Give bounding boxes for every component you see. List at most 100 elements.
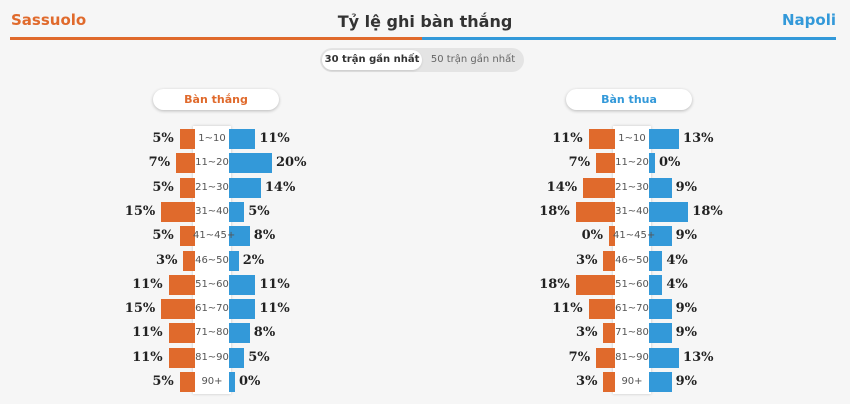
scored-away-bar xyxy=(229,153,272,173)
scored-home-bar xyxy=(168,275,195,295)
scored-home-value: 5% xyxy=(152,131,174,146)
scored-home-value: 7% xyxy=(148,155,171,170)
scored-home-bar xyxy=(179,226,195,246)
scored-range-label: 71~80 xyxy=(195,327,229,338)
conceded-home-bar xyxy=(588,129,615,149)
conceded-away-bar xyxy=(649,153,655,173)
scored-home-value: 11% xyxy=(132,325,163,340)
scored-range-label: 46~50 xyxy=(195,255,229,266)
conceded-home-value: 18% xyxy=(539,277,570,292)
conceded-away-bar xyxy=(649,226,672,246)
conceded-away-bar xyxy=(649,372,672,392)
scored-away-value: 0% xyxy=(239,374,261,389)
scored-home-bar xyxy=(168,348,195,368)
scored-away-bar xyxy=(229,372,235,392)
scored-away-bar xyxy=(229,299,256,319)
scored-home-value: 5% xyxy=(152,228,174,243)
scored-away-value: 5% xyxy=(248,204,270,219)
conceded-range-label: 31~40 xyxy=(615,206,649,217)
home-team-name[interactable]: Sassuolo xyxy=(11,11,87,29)
conceded-range-label: 41~45+ xyxy=(613,230,656,241)
conceded-home-value: 3% xyxy=(576,253,598,268)
scored-range-label: 51~60 xyxy=(195,279,229,290)
page-title: Tỷ lệ ghi bàn thắng xyxy=(337,12,513,31)
conceded-home-bar xyxy=(575,275,615,295)
scored-home-value: 15% xyxy=(124,301,156,316)
scored-range-label: 31~40 xyxy=(195,206,229,217)
scored-home-bar xyxy=(183,251,195,271)
toggle-50-matches[interactable]: 50 trận gần nhất xyxy=(430,54,516,65)
conceded-range-label: 71~80 xyxy=(615,327,649,338)
scored-range-column xyxy=(193,126,231,394)
conceded-range-label: 61~70 xyxy=(615,303,649,314)
conceded-home-value: 7% xyxy=(568,350,591,365)
conceded-range-label: 21~30 xyxy=(615,182,649,193)
conceded-away-value: 18% xyxy=(692,204,723,219)
conceded-home-value: 3% xyxy=(576,374,598,389)
conceded-away-value: 4% xyxy=(666,253,688,268)
scored-home-value: 15% xyxy=(124,204,156,219)
scored-range-label: 11~20 xyxy=(195,157,229,168)
scored-home-bar xyxy=(161,299,195,319)
conceded-away-value: 13% xyxy=(683,131,714,146)
conceded-range-label: 1~10 xyxy=(618,133,646,144)
scored-range-label: 81~90 xyxy=(195,352,229,363)
scored-home-value: 5% xyxy=(152,180,174,195)
goals-conceded-label: Bàn thua xyxy=(566,89,692,110)
scored-away-value: 5% xyxy=(248,350,270,365)
conceded-away-value: 9% xyxy=(675,228,698,243)
scored-home-value: 3% xyxy=(156,253,178,268)
scored-away-value: 11% xyxy=(259,277,290,292)
scored-away-bar xyxy=(229,251,239,271)
scored-home-bar xyxy=(179,178,195,198)
conceded-away-bar xyxy=(649,323,672,343)
conceded-range-label: 81~90 xyxy=(615,352,649,363)
scored-away-value: 14% xyxy=(264,180,296,195)
conceded-home-bar xyxy=(603,323,615,343)
scored-range-label: 41~45+ xyxy=(193,230,236,241)
scored-away-bar xyxy=(229,178,261,198)
conceded-home-value: 7% xyxy=(568,155,591,170)
toggle-30-matches[interactable]: 30 trận gần nhất xyxy=(322,50,422,70)
conceded-away-bar xyxy=(649,251,663,271)
conceded-range-label: 90+ xyxy=(621,376,643,387)
scored-home-bar xyxy=(168,323,195,343)
scored-away-value: 8% xyxy=(253,325,276,340)
home-color-line xyxy=(10,37,422,40)
conceded-away-value: 0% xyxy=(659,155,681,170)
conceded-away-bar xyxy=(649,178,672,198)
scored-away-value: 8% xyxy=(253,228,276,243)
conceded-home-bar xyxy=(609,226,615,246)
away-team-name[interactable]: Napoli xyxy=(781,11,836,29)
away-color-line xyxy=(422,37,836,40)
scored-home-value: 11% xyxy=(132,277,163,292)
match-count-toggle: 30 trận gần nhất 50 trận gần nhất xyxy=(320,48,524,72)
conceded-home-value: 0% xyxy=(581,228,603,243)
conceded-range-label: 11~20 xyxy=(615,157,649,168)
conceded-home-bar xyxy=(588,299,615,319)
conceded-home-bar xyxy=(603,251,615,271)
conceded-away-bar xyxy=(649,275,663,295)
conceded-away-bar xyxy=(649,129,680,149)
conceded-home-bar xyxy=(603,372,615,392)
conceded-range-column xyxy=(613,126,651,394)
scored-home-value: 11% xyxy=(132,350,163,365)
scored-away-value: 11% xyxy=(259,131,290,146)
conceded-away-value: 9% xyxy=(675,180,698,195)
conceded-home-value: 11% xyxy=(552,131,583,146)
scored-away-value: 2% xyxy=(242,253,265,268)
scored-range-label: 21~30 xyxy=(195,182,229,193)
scored-home-bar xyxy=(179,129,195,149)
scored-away-bar xyxy=(229,226,250,246)
conceded-away-value: 13% xyxy=(683,350,714,365)
scored-away-value: 11% xyxy=(259,301,290,316)
scored-home-bar xyxy=(161,202,195,222)
scored-away-bar xyxy=(229,129,256,149)
conceded-home-bar xyxy=(596,348,615,368)
goals-scored-label: Bàn thắng xyxy=(153,89,279,110)
conceded-home-bar xyxy=(596,153,615,173)
scored-home-value: 5% xyxy=(152,374,174,389)
conceded-away-bar xyxy=(649,299,672,319)
conceded-away-bar xyxy=(649,348,680,368)
scored-away-bar xyxy=(229,275,256,295)
